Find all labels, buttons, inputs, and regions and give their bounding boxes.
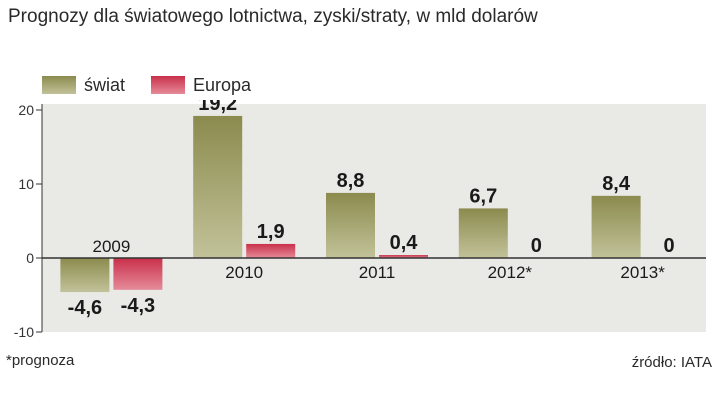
y-tick-label: -10 [14,324,34,340]
legend-label-world: świat [84,74,126,95]
y-tick-label: 20 [18,102,34,118]
value-label-world-2010: 19,2 [198,100,237,115]
value-label-europe-2009: -4,3 [121,295,155,317]
y-tick-label: 10 [18,176,34,192]
bar-europe-2010 [246,243,296,258]
legend: świat Europa [42,74,277,96]
legend-item-europe: Europa [151,75,251,96]
bar-world-2012 [458,208,508,258]
chart-title: Prognozy dla światowego lotnictwa, zyski… [8,6,538,27]
category-label-2011: 2011 [359,263,396,282]
legend-label-europe: Europa [193,74,252,95]
value-label-europe-2010: 1,9 [257,221,285,243]
chart-area: -10 0 10 20 -4,6 -4,3 2009 19,2 1,9 2010 8,8 0,4 201… [0,93,720,340]
value-label-europe-2011: 0,4 [390,232,419,254]
value-label-world-2009: -4,6 [68,297,102,319]
category-label-2010: 2010 [225,263,263,282]
category-label-2009: 2009 [92,237,130,256]
value-label-world-2012: 6,7 [469,185,497,207]
value-label-europe-2013: 0 [664,235,675,257]
value-label-world-2013: 8,4 [602,173,631,195]
value-label-europe-2012: 0 [531,235,542,257]
source-note: źródło: IATA [631,354,712,371]
y-tick-label: 0 [26,250,34,266]
value-label-world-2011: 8,8 [337,170,365,192]
category-label-2012: 2012* [488,263,533,282]
footnote: *prognoza [6,352,75,369]
category-label-2013: 2013* [620,263,665,282]
bar-world-2009 [60,258,110,293]
bar-chart: -10 0 10 20 -4,6 -4,3 2009 19,2 1,9 2010 8,8 0,4 201… [14,93,706,340]
bar-europe-2011 [379,255,428,258]
legend-swatch-europe [151,76,186,94]
bar-europe-2009 [113,258,163,290]
bar-world-2010 [193,115,243,258]
bar-world-2013 [591,195,641,258]
legend-item-world: świat [42,75,125,96]
legend-swatch-world [42,76,76,94]
bar-world-2011 [326,192,375,258]
